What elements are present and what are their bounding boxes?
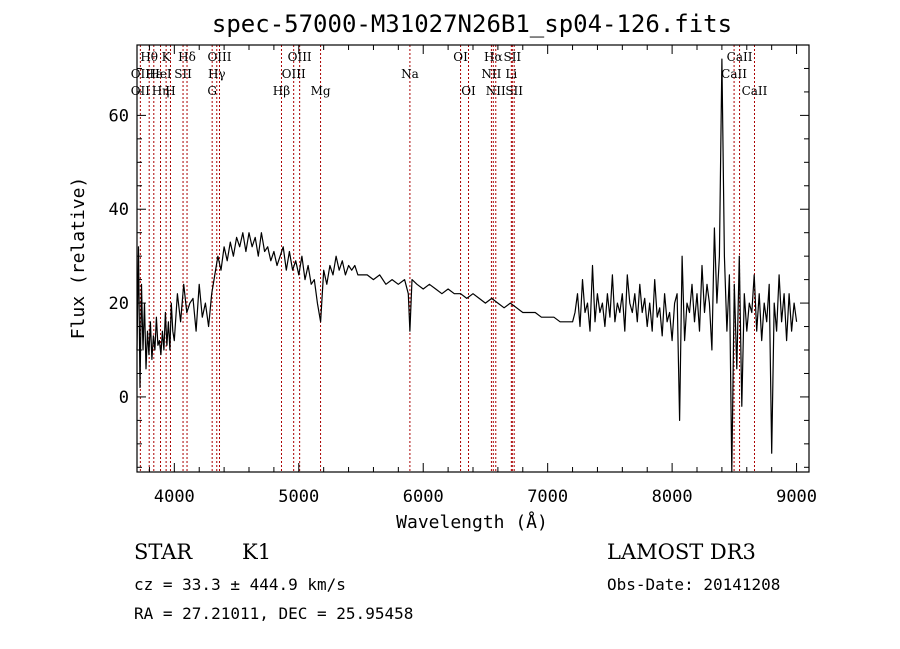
x-tick-label: 7000	[527, 487, 568, 507]
x-tick-label: 4000	[154, 487, 195, 507]
survey-name: LAMOST DR3	[607, 540, 756, 564]
line-label: SII	[174, 67, 192, 81]
coordinates: RA = 27.21011, DEC = 25.95458	[134, 604, 414, 623]
x-tick-label: 8000	[652, 487, 693, 507]
y-tick-label: 0	[119, 388, 129, 408]
line-label: Mg	[311, 84, 331, 98]
line-label: Li	[505, 67, 517, 81]
chart-title: spec-57000-M31027N26B1_sp04-126.fits	[212, 10, 732, 38]
line-label: Na	[401, 67, 419, 81]
x-tick-label: 6000	[403, 487, 444, 507]
plot-frame	[136, 44, 810, 473]
line-label: Hδ	[178, 50, 196, 64]
line-label: OII	[131, 84, 151, 98]
line-label: NII	[481, 67, 501, 81]
y-tick-label: 20	[109, 294, 129, 314]
line-label: OIII	[282, 67, 306, 81]
line-label: H	[165, 84, 175, 98]
x-axis-label: Wavelength (Å)	[396, 511, 548, 533]
line-label: CaII	[742, 84, 768, 98]
line-label: Hβ	[273, 84, 290, 98]
line-label: OI	[453, 50, 468, 64]
line-label: K	[162, 50, 172, 64]
line-markers	[139, 45, 755, 472]
line-label: SII	[503, 50, 521, 64]
line-label: OIII	[288, 50, 312, 64]
line-label: OI	[461, 84, 476, 98]
object-class: STAR	[134, 540, 193, 564]
object-subclass: K1	[242, 540, 272, 564]
line-label: NII	[486, 84, 506, 98]
line-label: OII	[131, 67, 151, 81]
line-label: Hγ	[208, 67, 226, 81]
x-tick-label: 9000	[776, 487, 817, 507]
y-tick-label: 40	[109, 200, 129, 220]
y-axis-label: Flux (relative)	[68, 177, 89, 340]
y-axis-ticks: 0 20 40 60	[109, 44, 809, 468]
redshift-info: cz = 33.3 ± 444.9 km/s	[134, 575, 346, 594]
line-label: OIII	[207, 50, 231, 64]
y-tick-label: 60	[109, 106, 129, 126]
spectrum-line	[136, 58, 798, 473]
line-label: CaII	[721, 67, 747, 81]
line-label: Hη	[152, 84, 170, 98]
line-label: SII	[505, 84, 523, 98]
line-label: Hθ	[140, 50, 158, 64]
line-label: CaII	[727, 50, 753, 64]
line-label: Hε	[145, 67, 162, 81]
x-axis-ticks: 4000 5000 6000 7000 8000 9000	[148, 45, 817, 507]
line-label: HeI	[149, 67, 172, 81]
x-tick-label: 5000	[278, 487, 319, 507]
obs-date: Obs-Date: 20141208	[607, 575, 781, 594]
line-label: Hα	[484, 50, 503, 64]
line-label: G	[207, 84, 217, 98]
